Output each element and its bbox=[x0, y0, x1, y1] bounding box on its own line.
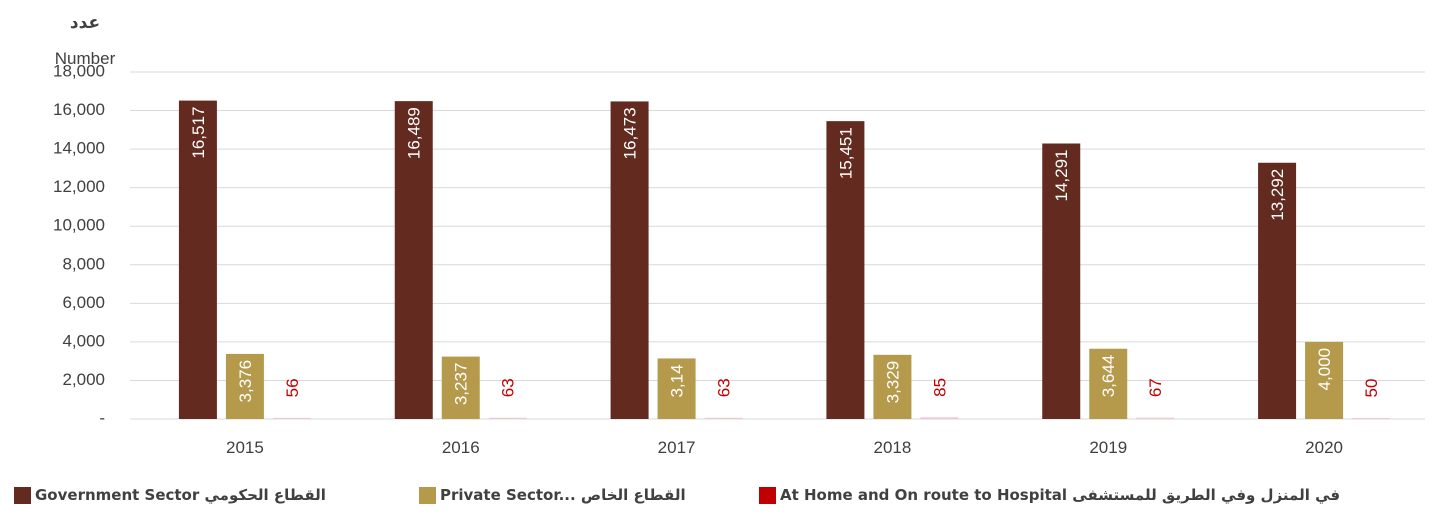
value-label: 50 bbox=[1362, 379, 1381, 398]
value-label: 3,644 bbox=[1099, 355, 1118, 398]
value-label: 3,376 bbox=[236, 360, 255, 403]
bar bbox=[610, 101, 649, 419]
y-tick-label: - bbox=[99, 408, 105, 427]
value-label: 3,329 bbox=[883, 361, 902, 404]
legend-label: At Home and On route to Hospital في المن… bbox=[780, 486, 1341, 504]
y-tick-label: 12,000 bbox=[53, 177, 105, 196]
value-label: 15,451 bbox=[836, 127, 855, 179]
bar bbox=[1258, 162, 1297, 420]
legend-swatch bbox=[14, 486, 31, 504]
value-label: 63 bbox=[499, 378, 518, 397]
value-label: 85 bbox=[930, 378, 949, 397]
x-tick-label: 2018 bbox=[874, 438, 912, 457]
bar bbox=[488, 417, 527, 419]
axis-title-ar: عدد bbox=[70, 13, 100, 32]
bar bbox=[704, 417, 743, 419]
value-label: 14,291 bbox=[1052, 150, 1071, 202]
x-tick-label: 2020 bbox=[1305, 438, 1343, 457]
axis-title-en: Number bbox=[55, 49, 116, 68]
bar bbox=[1352, 418, 1391, 420]
y-tick-label: 6,000 bbox=[62, 293, 105, 312]
bar bbox=[873, 354, 912, 419]
y-tick-label: 2,000 bbox=[62, 370, 105, 389]
y-tick-label: 10,000 bbox=[53, 216, 105, 235]
x-tick-label: 2017 bbox=[658, 438, 696, 457]
value-label: 13,292 bbox=[1268, 169, 1287, 221]
bar bbox=[920, 417, 959, 419]
bar bbox=[441, 356, 480, 419]
bar bbox=[1305, 341, 1344, 419]
legend-item: At Home and On route to Hospital في المن… bbox=[759, 486, 1439, 504]
y-tick-label: 8,000 bbox=[62, 254, 105, 273]
y-tick-label: 14,000 bbox=[53, 139, 105, 158]
value-label: 3,14 bbox=[668, 364, 687, 397]
legend-label: Private Sector... القطاع الخاص bbox=[440, 486, 686, 504]
y-tick-label: 4,000 bbox=[62, 331, 105, 350]
bar bbox=[1136, 417, 1175, 419]
y-tick-label: 16,000 bbox=[53, 100, 105, 119]
bar bbox=[394, 101, 433, 419]
chart: عدد Number - 2,000 4,000 6,000 8,000 10,000 12… bbox=[53, 13, 1425, 457]
legend-swatch bbox=[419, 486, 436, 504]
bar bbox=[178, 100, 217, 420]
value-label: 4,000 bbox=[1315, 348, 1334, 391]
x-tick-label: 2019 bbox=[1089, 438, 1127, 457]
legend-label: Government Sector القطاع الحكومي bbox=[35, 486, 326, 504]
value-label: 16,517 bbox=[189, 107, 208, 159]
x-tick-label: 2016 bbox=[442, 438, 480, 457]
y-tick-label: 18,000 bbox=[53, 61, 105, 80]
bar bbox=[826, 121, 865, 420]
value-label: 56 bbox=[283, 378, 302, 397]
bar bbox=[1042, 143, 1081, 419]
bar bbox=[272, 417, 311, 419]
value-label: 3,237 bbox=[452, 363, 471, 406]
legend-swatch bbox=[759, 486, 776, 504]
value-label: 16,473 bbox=[621, 107, 640, 159]
legend-item: Government Sector القطاع الحكومي bbox=[14, 486, 419, 504]
legend-item: Private Sector... القطاع الخاص bbox=[419, 486, 759, 504]
x-tick-label: 2015 bbox=[226, 438, 264, 457]
legend: Government Sector القطاع الحكومي Private … bbox=[14, 486, 1439, 504]
value-label: 16,489 bbox=[405, 107, 424, 159]
value-label: 67 bbox=[1146, 378, 1165, 397]
value-label: 63 bbox=[715, 378, 734, 397]
bar bbox=[1089, 348, 1128, 419]
bar bbox=[225, 353, 264, 419]
bar bbox=[657, 358, 696, 419]
